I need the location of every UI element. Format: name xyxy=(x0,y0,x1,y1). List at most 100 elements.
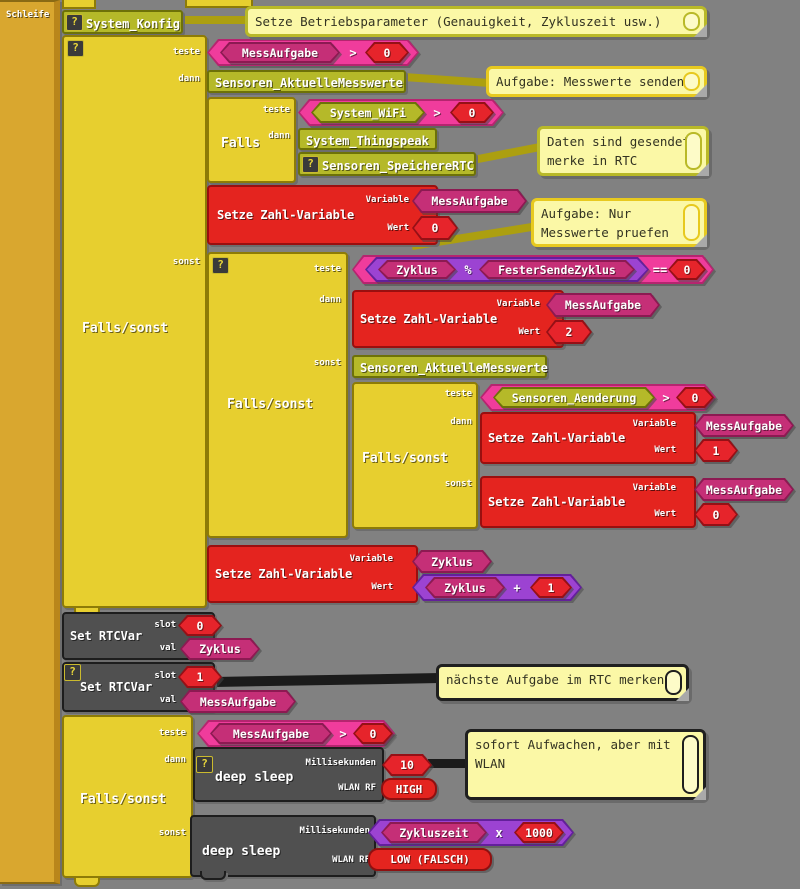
block-body[interactable] xyxy=(193,747,384,802)
block-setze-zahl-variable-1[interactable]: Setze Zahl-Variable Variable Wert MessAu… xyxy=(207,185,547,247)
number-chip[interactable]: 0 xyxy=(694,503,738,526)
question-icon[interactable]: ? xyxy=(212,257,229,274)
block-body[interactable] xyxy=(207,185,438,245)
number-chip[interactable]: 1000 xyxy=(514,822,564,843)
block-set-rtcvar-2[interactable]: ? Set RTCVar slot val 1 MessAufgabe xyxy=(62,662,332,714)
variable-chip-system-wifi[interactable]: System_WiFi xyxy=(311,102,425,123)
operator-label: > xyxy=(433,105,441,120)
question-icon[interactable]: ? xyxy=(302,156,319,173)
comment-scroll-thumb[interactable] xyxy=(683,204,700,241)
variable-chip-zyklus[interactable]: Zyklus xyxy=(180,638,260,660)
question-icon[interactable]: ? xyxy=(66,14,83,31)
comment-connector-6 xyxy=(428,759,470,768)
number-chip[interactable]: 1 xyxy=(530,577,572,598)
variable-chip-messaufgabe[interactable]: MessAufgabe xyxy=(412,189,527,213)
variable-chip-messaufgabe[interactable]: MessAufgabe xyxy=(180,690,296,713)
variable-chip-messaufgabe[interactable]: MessAufgabe xyxy=(694,478,794,501)
variable-chip-zyklus[interactable]: Zyklus xyxy=(412,550,492,573)
number-chip[interactable]: 0 xyxy=(412,216,458,240)
block-sensoren-aktuellemesswerte-1[interactable]: Sensoren_AktuelleMesswerte xyxy=(207,70,406,93)
block-setze-zahl-variable-3[interactable]: Setze Zahl-Variable Variable Wert MessAu… xyxy=(480,412,800,466)
block-setze-zahl-variable-4[interactable]: Setze Zahl-Variable Variable Wert MessAu… xyxy=(480,476,800,530)
wlan-rf-value[interactable]: HIGH xyxy=(381,778,437,800)
math-block-multiply[interactable]: Zykluszeit x 1000 xyxy=(368,819,574,846)
number-chip[interactable]: 10 xyxy=(382,754,432,776)
block-setze-zahl-variable-5[interactable]: Setze Zahl-Variable Variable Wert Zyklus… xyxy=(207,545,587,605)
variable-chip-messaufgabe[interactable]: MessAufgabe xyxy=(546,293,660,317)
block-body[interactable] xyxy=(190,815,376,877)
question-icon[interactable]: ? xyxy=(64,664,81,681)
comment-scroll-thumb[interactable] xyxy=(682,735,699,794)
comment-daten-gesendet[interactable]: Daten sind gesendet merke in RTC xyxy=(537,126,709,176)
val-label: val xyxy=(159,643,176,653)
block-body[interactable] xyxy=(207,545,418,603)
number-chip[interactable]: 0 xyxy=(668,259,706,280)
wlan-rf-value[interactable]: LOW (FALSCH) xyxy=(368,848,492,871)
variable-chip-zyklus[interactable]: Zyklus xyxy=(425,577,505,598)
block-sensoren-aktuellemesswerte-2[interactable]: Sensoren_AktuelleMesswerte xyxy=(352,355,548,378)
variable-chip-messaufgabe[interactable]: MessAufgabe xyxy=(220,42,340,63)
variable-chip-zyklus[interactable]: Zyklus xyxy=(378,260,456,279)
comment-betriebsparameter[interactable]: Setze Betriebsparameter (Genauigkeit, Zy… xyxy=(245,6,707,37)
block-sensoren-speichere-rtc[interactable]: ? Sensoren_SpeichereRTC xyxy=(298,152,476,176)
block-falls-sonst-3[interactable]: teste dann sonst Falls/sonst xyxy=(352,382,478,529)
question-icon[interactable]: ? xyxy=(196,756,213,773)
block-body[interactable] xyxy=(480,476,696,528)
math-block-modulo[interactable]: Zyklus % FesterSendeZyklus xyxy=(365,257,649,282)
comment-nur-pruefen[interactable]: Aufgabe: Nur Messwerte pruefen xyxy=(531,198,707,247)
math-block-plus[interactable]: Zyklus + 1 xyxy=(412,574,582,601)
operator-label: + xyxy=(513,580,521,595)
falls-title: Falls xyxy=(221,136,261,151)
block-title: Set RTCVar xyxy=(80,680,153,694)
question-icon[interactable]: ? xyxy=(67,40,84,57)
block-falls-sonst-1[interactable]: ? teste dann sonst Falls/sonst xyxy=(62,35,207,608)
block-title: Setze Zahl-Variable xyxy=(488,431,626,445)
falls-sonst-title: Falls/sonst xyxy=(80,792,167,807)
variable-chip-zykluszeit[interactable]: Zykluszeit xyxy=(381,822,487,843)
dann-label: dann xyxy=(319,295,341,305)
comment-scroll-thumb[interactable] xyxy=(685,132,702,170)
compare-block-system-wifi[interactable]: System_WiFi > 0 xyxy=(298,99,504,126)
block-set-rtcvar-1[interactable]: Set RTCVar slot val 0 Zyklus xyxy=(62,612,332,662)
operator-label: > xyxy=(339,726,347,741)
falls-sonst-title: Falls/sonst xyxy=(227,397,314,412)
block-deep-sleep-2[interactable]: deep sleep Millisekunden WLAN RF Zyklusz… xyxy=(190,815,580,879)
compare-block-messaufgabe-1[interactable]: MessAufgabe > 0 xyxy=(207,39,419,66)
block-falls-sonst-2[interactable]: ? teste dann sonst Falls/sonst xyxy=(207,252,348,538)
compare-block-messaufgabe-2[interactable]: MessAufgabe > 0 xyxy=(197,720,395,747)
number-chip[interactable]: 0 xyxy=(450,102,494,123)
variable-chip-messaufgabe[interactable]: MessAufgabe xyxy=(210,723,332,744)
loop-block-schleife[interactable]: Schleife xyxy=(0,0,60,884)
number-chip[interactable]: 0 xyxy=(178,615,222,636)
variable-chip-sensoren-aenderung[interactable]: Sensoren_Aenderung xyxy=(493,387,655,408)
comment-scroll-thumb[interactable] xyxy=(683,72,700,91)
number-chip[interactable]: 0 xyxy=(676,387,714,408)
number-chip[interactable]: 1 xyxy=(694,439,738,462)
comment-scroll-thumb[interactable] xyxy=(683,12,700,31)
number-chip[interactable]: 0 xyxy=(353,723,393,744)
block-deep-sleep-1[interactable]: ? deep sleep Millisekunden WLAN RF 10 HI… xyxy=(193,747,443,804)
variable-chip-messaufgabe[interactable]: MessAufgabe xyxy=(694,414,794,437)
comment-rtc-merken[interactable]: nächste Aufgabe im RTC merken xyxy=(436,664,689,701)
block-falls-sonst-4[interactable]: teste dann sonst Falls/sonst xyxy=(62,715,193,878)
variable-label: Variable xyxy=(496,299,540,309)
compare-block-aenderung[interactable]: Sensoren_Aenderung > 0 xyxy=(480,384,716,411)
block-system-thingspeak[interactable]: System_Thingspeak xyxy=(298,128,437,150)
compare-block-modulo[interactable]: Zyklus % FesterSendeZyklus == 0 xyxy=(352,255,714,284)
block-falls-wifi[interactable]: teste dann Falls xyxy=(207,97,296,183)
number-chip[interactable]: 1 xyxy=(178,666,222,688)
block-label: Sensoren_AktuelleMesswerte xyxy=(215,76,403,90)
variable-chip-festersendezyklus[interactable]: FesterSendeZyklus xyxy=(479,260,635,279)
comment-sofort-aufwachen[interactable]: sofort Aufwachen, aber mit WLAN xyxy=(465,729,706,800)
block-setze-zahl-variable-2[interactable]: Setze Zahl-Variable Variable Wert MessAu… xyxy=(352,290,682,350)
dann-label: dann xyxy=(268,131,290,141)
block-title: Setze Zahl-Variable xyxy=(360,312,498,326)
comment-messwerte-senden[interactable]: Aufgabe: Messwerte senden xyxy=(486,66,707,97)
block-system-konfig[interactable]: ? System_Konfig xyxy=(62,10,183,34)
block-body[interactable] xyxy=(480,412,696,464)
number-chip[interactable]: 2 xyxy=(546,320,592,344)
block-body[interactable] xyxy=(352,290,564,348)
comment-scroll-thumb[interactable] xyxy=(665,670,682,695)
number-chip[interactable]: 0 xyxy=(365,42,409,63)
